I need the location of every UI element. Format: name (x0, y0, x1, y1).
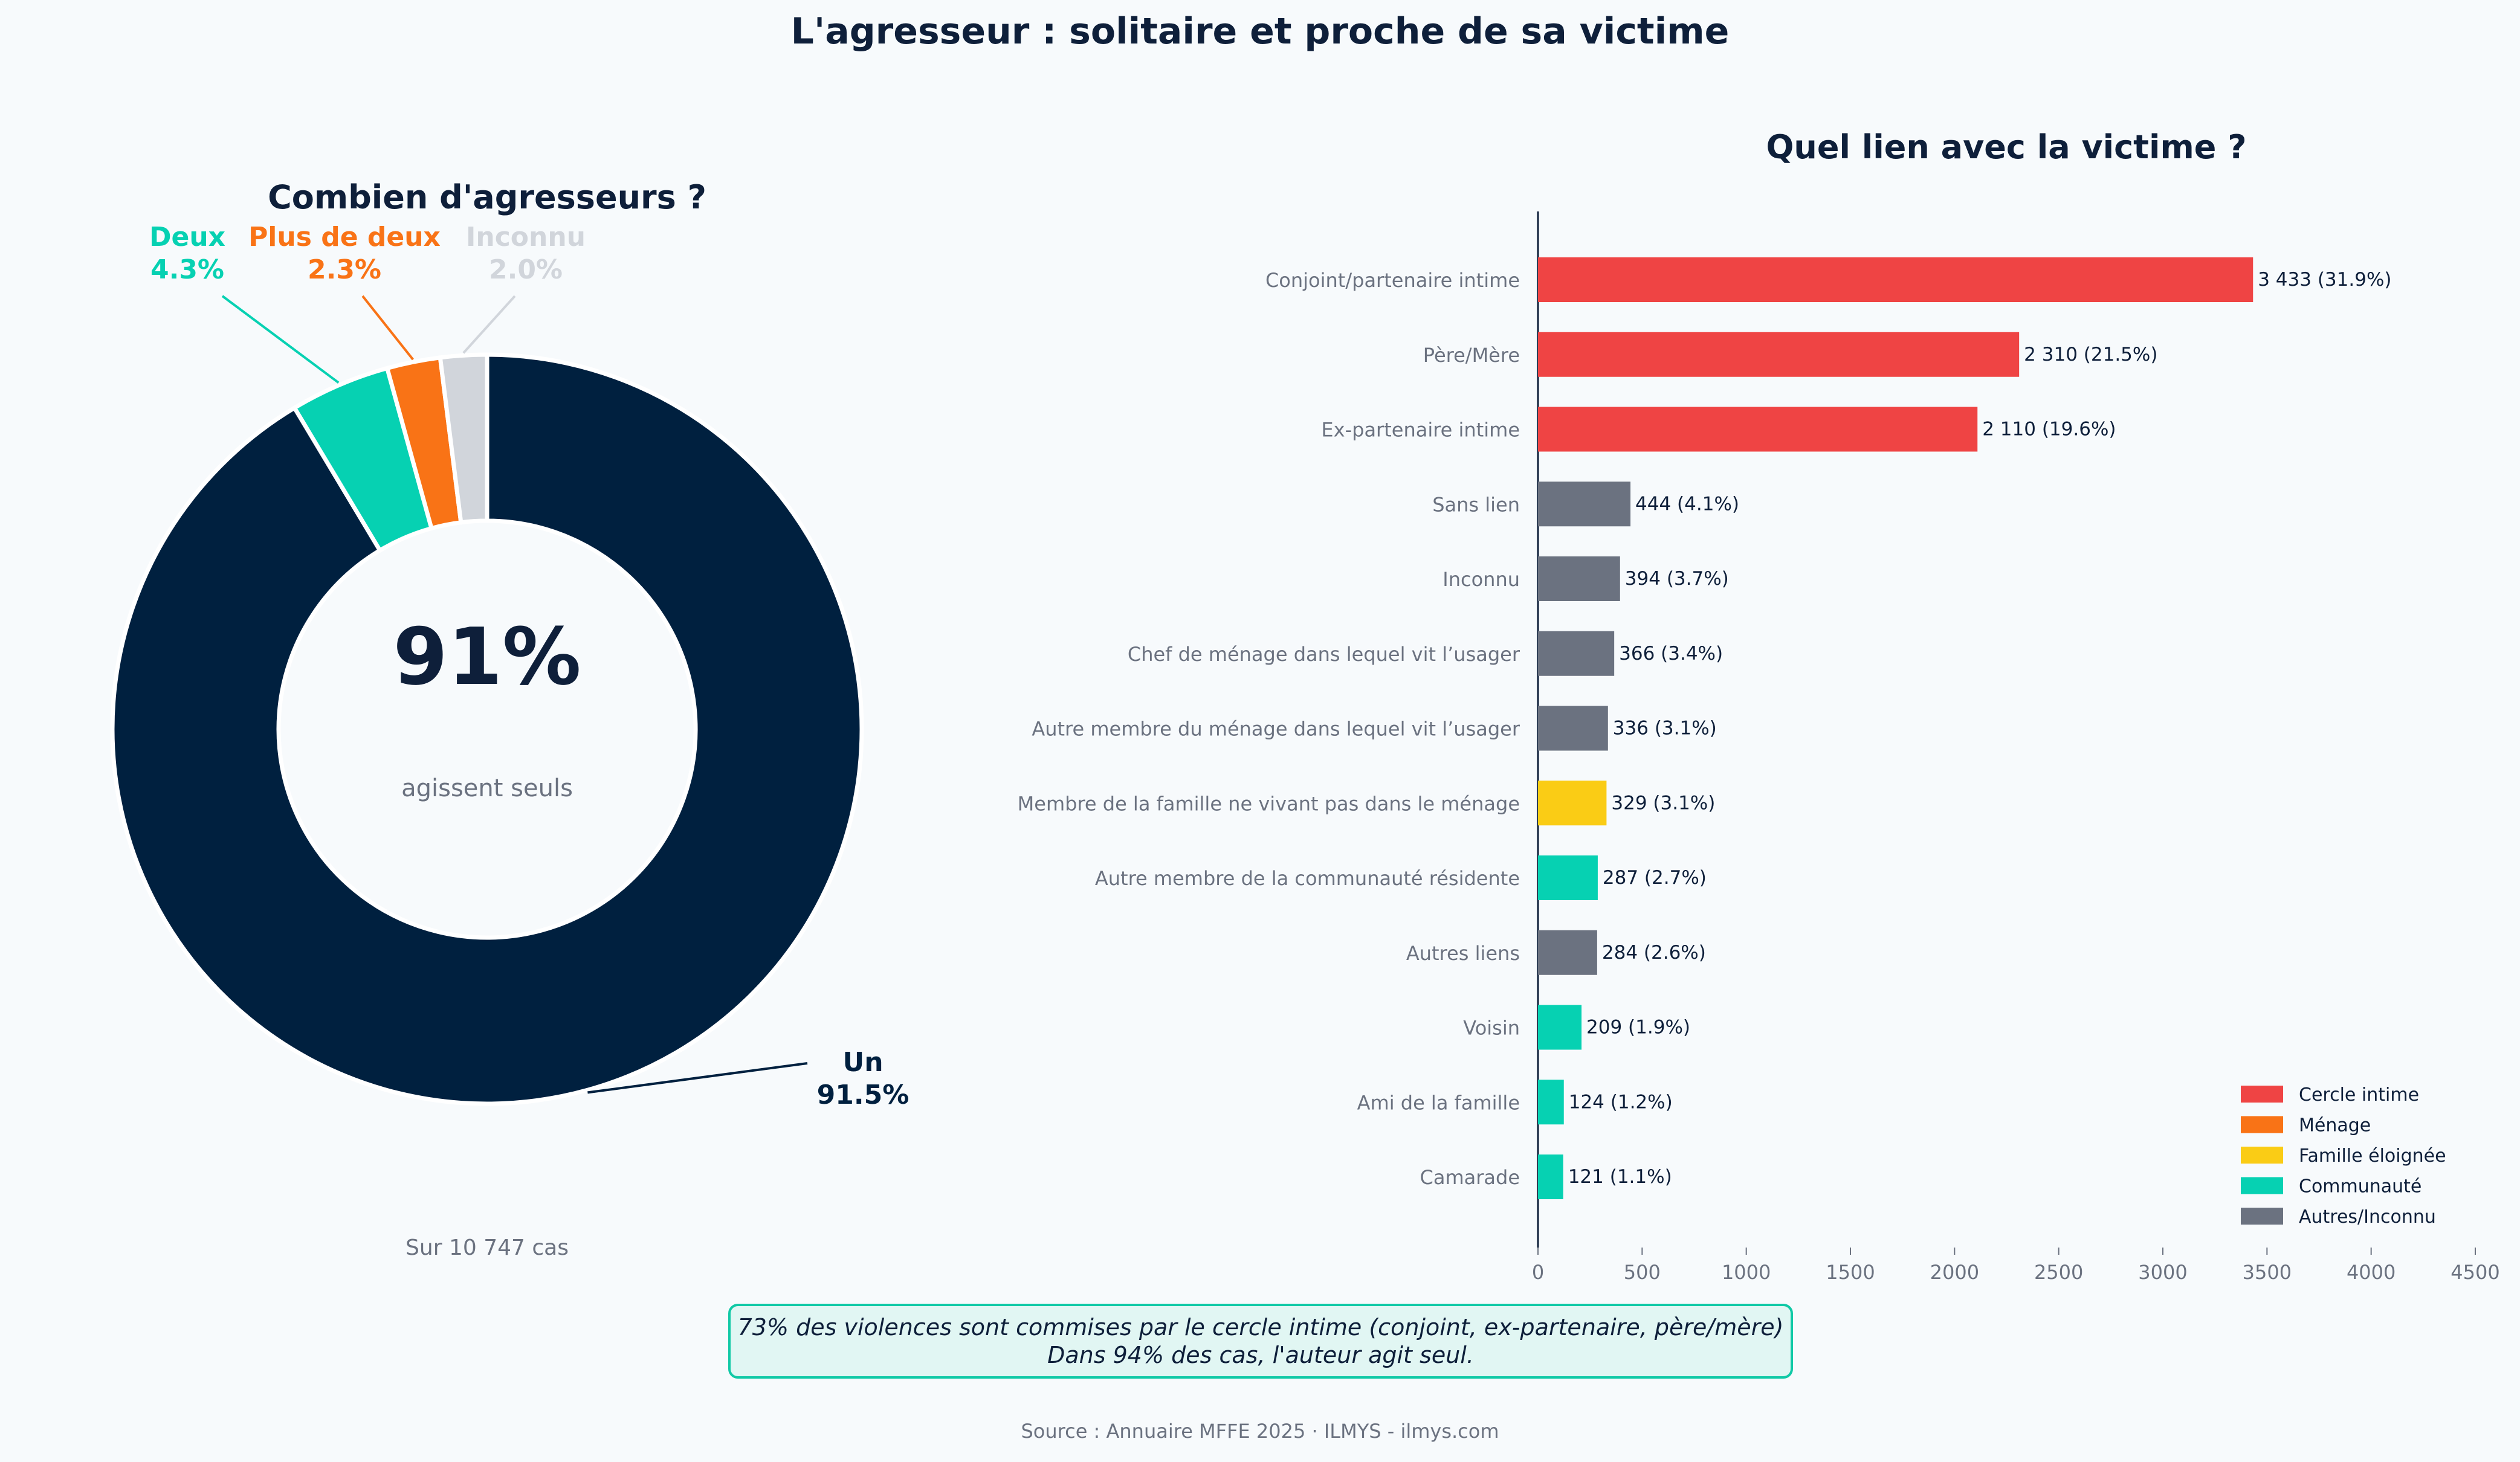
bar-chart: Quel lien avec la victime ? 0 500 1000 1500… (1018, 128, 2500, 1284)
donut-slices (110, 352, 864, 1106)
legend-label: Communauté (2299, 1176, 2421, 1197)
donut-slice-label: Un (842, 1047, 883, 1078)
bar-value-label: 2 110 (19.6%) (1982, 419, 2116, 440)
x-tick-label: 1500 (1826, 1261, 1875, 1284)
bar (1538, 1154, 1563, 1199)
donut-center-value: 91% (393, 611, 581, 703)
bar-value-label: 394 (3.7%) (1625, 568, 1729, 590)
legend-label: Ménage (2299, 1115, 2371, 1136)
bar (1538, 855, 1598, 900)
donut-slice-inconnu (438, 352, 489, 525)
bar-value-label: 124 (1.2%) (1569, 1091, 1673, 1113)
y-category-label: Ex-partenaire intime (1321, 419, 1520, 442)
donut-slice-value: 2.3% (308, 254, 381, 285)
donut-slice-label: Inconnu (466, 222, 586, 253)
x-tick-label: 1000 (1722, 1261, 1771, 1284)
donut-leader-line (221, 295, 340, 384)
legend-label: Autres/Inconnu (2299, 1206, 2436, 1228)
bar (1538, 556, 1620, 601)
bar-value-label: 444 (4.1%) (1635, 493, 1739, 515)
y-category-label: Autres liens (1406, 942, 1520, 965)
bar (1538, 407, 1978, 452)
bar-chart-title: Quel lien avec la victime ? (1766, 128, 2246, 166)
legend-swatch (2241, 1177, 2283, 1194)
bar (1538, 631, 1615, 676)
footer-callout: 73% des violences sont commises par le c… (728, 1304, 1793, 1379)
legend-swatch (2241, 1086, 2283, 1103)
bar-value-label: 284 (2.6%) (1602, 942, 1706, 964)
bar-value-label: 2 310 (21.5%) (2024, 344, 2157, 366)
donut-leader-line (462, 295, 516, 354)
donut-note: Sur 10 747 cas (405, 1235, 569, 1260)
x-tick-label: 2500 (2034, 1261, 2083, 1284)
bar (1538, 257, 2253, 302)
donut-center-caption: agissent seuls (401, 774, 573, 802)
legend-swatch (2241, 1116, 2283, 1133)
bar (1538, 332, 2020, 377)
legend-swatch (2241, 1147, 2283, 1164)
bar-value-label: 366 (3.4%) (1619, 643, 1723, 665)
bar-legend: Cercle intime Ménage Famille éloignée Commu… (2241, 1084, 2446, 1228)
y-category-label: Conjoint/partenaire intime (1265, 269, 1520, 292)
bar-value-label: 209 (1.9%) (1586, 1017, 1690, 1039)
x-tick-label: 3000 (2138, 1261, 2187, 1284)
x-tick-label: 0 (1532, 1261, 1544, 1284)
bar-value-label: 329 (3.1%) (1611, 792, 1715, 814)
donut-slice-label: Plus de deux (248, 222, 441, 253)
y-category-label: Membre de la famille ne vivant pas dans … (1018, 792, 1520, 815)
x-tick-label: 4000 (2347, 1261, 2396, 1284)
x-tick-label: 2000 (1930, 1261, 1979, 1284)
y-category-label: Voisin (1463, 1017, 1520, 1040)
bar-marks: Conjoint/partenaire intime 3 433 (31.9%) P… (1018, 257, 2392, 1199)
bar (1538, 930, 1597, 975)
y-category-label: Camarade (1420, 1166, 1520, 1189)
bar (1538, 781, 1607, 826)
bar-value-label: 3 433 (31.9%) (2258, 269, 2391, 291)
y-category-label: Autre membre de la communauté résidente (1095, 867, 1520, 890)
donut-slice-un (110, 352, 864, 1106)
bar-value-label: 287 (2.7%) (1603, 867, 1707, 889)
donut-slice-label: Deux (149, 222, 225, 253)
y-category-label: Sans lien (1432, 493, 1520, 516)
donut-title: Combien d'agresseurs ? (268, 178, 706, 216)
y-category-label: Autre membre du ménage dans lequel vit l… (1032, 718, 1520, 741)
footer-line-2: Dans 94% des cas, l'auteur agit seul. (1047, 1342, 1474, 1368)
donut-leader-line (587, 1062, 808, 1094)
donut-slice-value: 4.3% (150, 254, 224, 285)
bar (1538, 706, 1608, 751)
x-tick-label: 3500 (2243, 1261, 2292, 1284)
donut-slice-value: 2.0% (489, 254, 563, 285)
x-tick-label: 4500 (2451, 1261, 2499, 1284)
bar (1538, 1080, 1564, 1125)
y-category-label: Père/Mère (1423, 344, 1520, 367)
figure-title: L'agresseur : solitaire et proche de sa … (791, 10, 1730, 53)
footer-line-1: 73% des violences sont commises par le c… (737, 1313, 1784, 1341)
y-category-label: Ami de la famille (1357, 1091, 1520, 1114)
x-tick-label: 500 (1624, 1261, 1661, 1284)
bar-value-label: 121 (1.1%) (1568, 1166, 1672, 1188)
legend-swatch (2241, 1208, 2283, 1225)
donut-leader-line (361, 295, 414, 361)
donut-slice-value: 91.5% (817, 1080, 909, 1110)
y-category-label: Chef de ménage dans lequel vit l’usager (1128, 643, 1520, 666)
bar (1538, 1005, 1582, 1050)
source-note: Source : Annuaire MFFE 2025 · ILMYS - il… (1021, 1420, 1499, 1443)
y-category-label: Inconnu (1443, 568, 1520, 591)
bar (1538, 481, 1631, 527)
legend-label: Cercle intime (2299, 1084, 2419, 1106)
bar-value-label: 336 (3.1%) (1613, 718, 1717, 739)
legend-label: Famille éloignée (2299, 1145, 2446, 1167)
